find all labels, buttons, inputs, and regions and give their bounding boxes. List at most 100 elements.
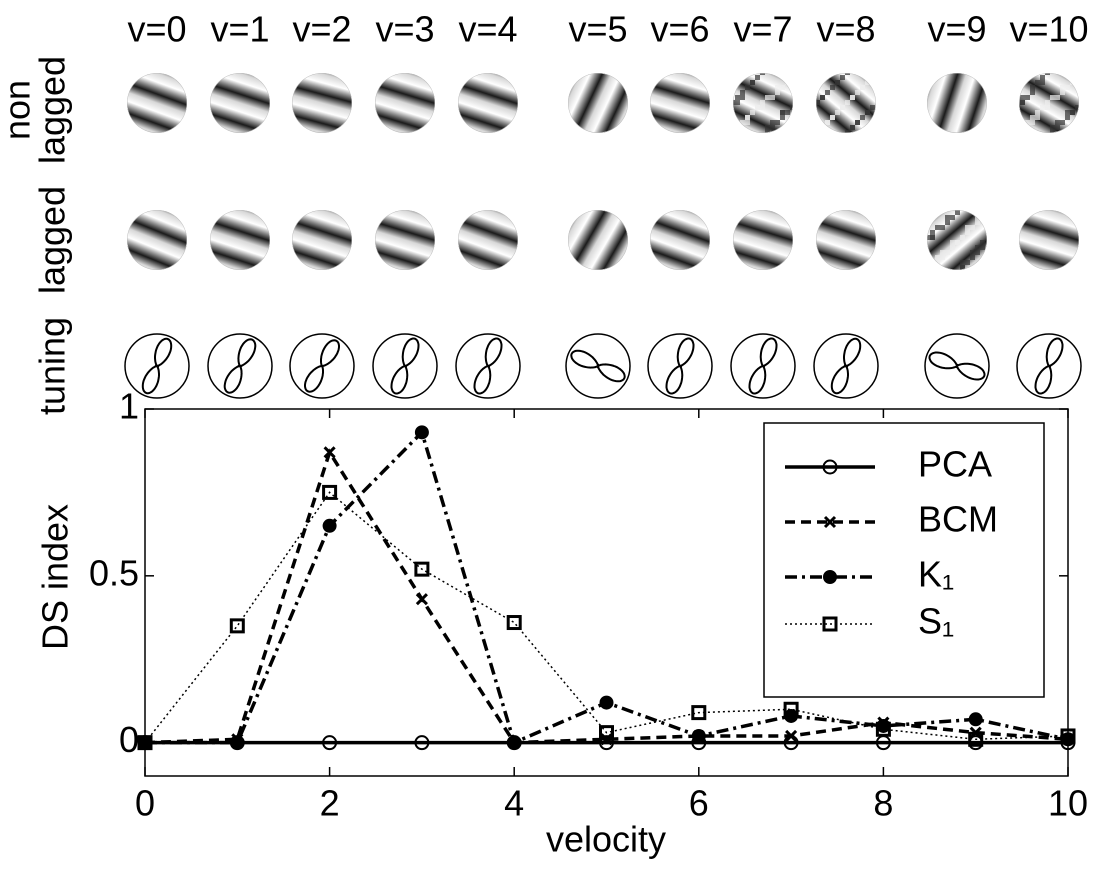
tuning-curve [390,337,420,395]
marker [414,561,430,577]
rf-pixel [750,110,755,115]
rf-pixel [1035,80,1040,85]
rf-pixel [965,230,970,235]
marker [691,705,707,721]
tuning-curve [748,337,778,395]
series-line [144,491,1069,744]
marker [968,731,984,747]
rf-pixel [1045,73,1050,75]
rf-pixel [950,215,955,220]
rf-pixel [770,95,775,100]
marker [229,618,245,634]
rf-pixel [930,260,935,265]
rf-image [292,73,352,133]
rf-pixel [735,125,740,130]
y-tick-label: 1 [119,386,139,427]
rf-pixel [1060,85,1065,90]
legend-label: PCA [918,444,992,485]
rf-pixel [760,73,765,75]
rf-pixel [975,215,980,220]
column-label: v=6 [650,9,709,50]
receptive-field [650,210,710,270]
tuning-curve [1034,337,1064,395]
marker [414,425,429,440]
y-axis-label: DS index [35,504,76,650]
rf-pixel [1065,110,1070,115]
tuning-curve [304,339,340,393]
rf-pixel [765,95,770,100]
legend: PCA BCM K₁ S₁ [763,422,1045,698]
rf-pixel [825,120,830,125]
rf-pixel [1050,130,1055,133]
receptive-field [733,73,793,133]
rf-pixel [970,225,975,230]
column-label: v=5 [568,9,627,50]
rf-pixel [950,240,955,245]
rf-image [650,73,710,133]
marker [415,593,428,606]
rf-image [568,73,628,133]
rf-pixel [845,100,850,105]
rf-pixel [1040,80,1045,85]
rf-pixel [1055,125,1060,130]
rf-pixel [960,235,965,240]
rf-pixel [1055,95,1060,100]
rf-pixel [940,225,945,230]
legend-label: K₁ [918,554,954,595]
receptive-field [210,210,270,270]
marker [599,725,614,741]
rf-image [375,73,435,133]
rf-pixel [1065,85,1070,90]
rf-pixel [740,95,745,100]
receptive-field [375,73,435,133]
rf-pixel [945,215,950,220]
marker [414,735,430,751]
rf-image [927,73,987,133]
rf-pixel [945,220,950,225]
tuning-circle [124,333,190,399]
column-label: v=9 [927,9,986,50]
rf-pixel [1065,115,1070,120]
column-label: v=1 [210,9,269,50]
tuning-circle [372,333,438,399]
rf-pixel [1055,120,1060,125]
rf-pixel [1030,115,1035,120]
receptive-field [568,73,628,133]
marker [322,484,338,500]
rf-pixel [975,220,980,225]
rf-pixel [735,130,740,133]
rf-pixel [733,73,735,75]
rf-pixel [755,105,760,110]
rf-pixel [965,260,970,265]
x-axis-label: velocity [546,819,666,860]
rf-pixel [740,90,745,95]
rf-pixel [1045,100,1050,105]
marker [822,459,838,475]
rf-pixel [845,130,850,133]
rf-pixel [745,115,750,120]
rf-image [1019,210,1079,270]
receptive-field [210,73,270,133]
rf-pixel [775,85,780,90]
marker [691,728,706,743]
receptive-field [816,210,876,270]
receptive-field [568,210,628,270]
rf-image [375,210,435,270]
rf-pixel [740,120,745,125]
rf-pixel [840,75,845,80]
x-tick-label: 4 [504,783,524,824]
rf-pixel [755,75,760,80]
x-tick-label: 6 [689,783,709,824]
rf-pixel [845,73,850,75]
marker [1060,728,1076,744]
marker [322,735,338,751]
rf-pixel [825,90,830,95]
rf-pixel [780,110,785,115]
rf-pixel [1020,130,1025,133]
rf-pixel [816,100,820,105]
rf-pixel [950,245,955,250]
rf-pixel [850,125,855,130]
legend-label: S₁ [918,601,954,642]
rf-pixel [975,245,980,250]
marker [137,735,153,751]
